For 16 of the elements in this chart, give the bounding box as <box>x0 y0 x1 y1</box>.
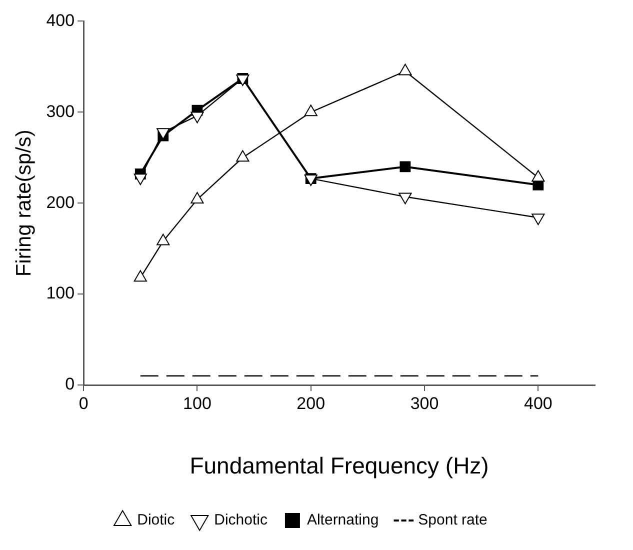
x-tick-label: 200 <box>296 394 326 413</box>
x-tick-label: 300 <box>410 394 439 413</box>
y-tick-label: 400 <box>46 10 75 30</box>
x-tick-label: 100 <box>183 394 212 413</box>
legend-label: Dichotic <box>214 512 268 529</box>
legend-label: Alternating <box>306 512 379 529</box>
x-tick-label: 400 <box>524 394 552 413</box>
legend-label: Diotic <box>137 512 176 529</box>
y-tick-label: 200 <box>46 192 75 212</box>
y-tick-label: 300 <box>46 102 75 121</box>
y-tick-label: 0 <box>65 374 75 394</box>
legend-label: Spont rate <box>418 512 488 529</box>
y-axis-title: Firing rate(sp/s) <box>12 130 36 277</box>
x-axis-title: Fundamental Frequency (Hz) <box>190 452 489 479</box>
y-tick-label: 100 <box>46 284 75 303</box>
x-tick-label: 0 <box>78 394 88 413</box>
